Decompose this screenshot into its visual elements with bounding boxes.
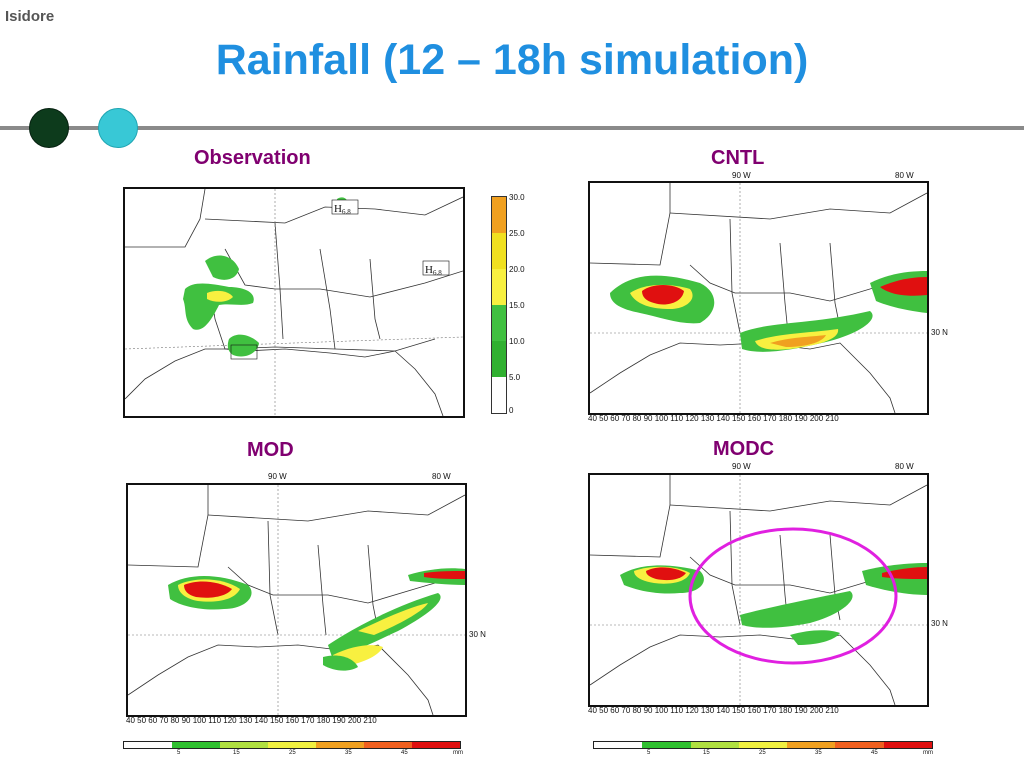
cyan-circle-decoration xyxy=(98,108,138,148)
modc-label: MODC xyxy=(713,438,775,460)
colorbar-unit: mm xyxy=(453,750,463,756)
colorbar-segment xyxy=(412,742,460,748)
observation-label: Observation xyxy=(194,147,311,169)
lon-label: 80 W xyxy=(895,462,914,471)
colorbar-segment xyxy=(492,377,506,413)
colorbar-segment xyxy=(883,742,932,748)
x-tick-labels: 40 50 60 70 80 90 100 110 120 130 140 15… xyxy=(126,716,377,725)
slide-title: Rainfall (12 – 18h simulation) xyxy=(215,36,809,84)
lat-label: 30 N xyxy=(469,630,486,639)
colorbar-segment xyxy=(738,742,788,748)
colorbar-segment xyxy=(835,742,884,748)
lat-label: 30 N xyxy=(931,328,948,337)
colorbar-tick: 45 xyxy=(401,750,408,756)
modc-colorbar xyxy=(593,741,933,749)
colorbar-segment xyxy=(364,742,412,748)
colorbar-segment xyxy=(492,269,506,305)
colorbar-tick: 45 xyxy=(871,750,878,756)
colorbar-segment xyxy=(316,742,364,748)
mod-map xyxy=(126,483,467,717)
colorbar-tick: 5 xyxy=(177,750,181,756)
lon-label: 90 W xyxy=(268,472,287,481)
dark-circle-decoration xyxy=(29,108,69,148)
colorbar-segment xyxy=(787,742,836,748)
colorbar-unit: mm xyxy=(923,750,933,756)
colorbar-segment xyxy=(594,742,643,748)
high-marker-value: 6.8 xyxy=(342,208,351,216)
colorbar-tick: 15 xyxy=(703,750,710,756)
colorbar-tick: 35 xyxy=(345,750,352,756)
high-marker: H xyxy=(334,203,342,215)
lat-label: 30 N xyxy=(931,619,948,628)
colorbar-segment xyxy=(492,305,506,341)
colorbar-tick: 30.0 xyxy=(509,193,525,202)
cntl-label: CNTL xyxy=(711,147,765,169)
high-marker: H xyxy=(425,264,433,276)
divider-line xyxy=(0,126,1024,130)
colorbar-tick: 25 xyxy=(289,750,296,756)
lon-label: 80 W xyxy=(432,472,451,481)
observation-colorbar xyxy=(491,196,507,414)
colorbar-tick: 25.0 xyxy=(509,229,525,238)
colorbar-tick: 5 xyxy=(647,750,651,756)
colorbar-tick: 20.0 xyxy=(509,265,525,274)
x-tick-labels: 40 50 60 70 80 90 100 110 120 130 140 15… xyxy=(588,706,839,715)
mod-label: MOD xyxy=(247,439,294,461)
high-marker-value: 6.8 xyxy=(433,269,442,277)
colorbar-tick: 15 xyxy=(233,750,240,756)
observation-map: H 6.8 H 6.8 xyxy=(123,187,465,418)
colorbar-tick: 5.0 xyxy=(509,373,521,382)
colorbar-segment xyxy=(492,197,506,233)
lon-label: 90 W xyxy=(732,171,751,180)
colorbar-segment xyxy=(642,742,691,748)
colorbar-segment xyxy=(124,742,172,748)
colorbar-tick: 0 xyxy=(509,406,514,415)
colorbar-segment xyxy=(172,742,220,748)
cntl-map xyxy=(588,181,929,415)
colorbar-segment xyxy=(492,341,506,377)
modc-map xyxy=(588,473,929,707)
colorbar-segment xyxy=(220,742,268,748)
colorbar-tick: 35 xyxy=(815,750,822,756)
lon-label: 90 W xyxy=(732,462,751,471)
colorbar-segment xyxy=(492,233,506,269)
mod-colorbar xyxy=(123,741,461,749)
lon-label: 80 W xyxy=(895,171,914,180)
colorbar-tick: 10.0 xyxy=(509,337,525,346)
colorbar-segment xyxy=(268,742,316,748)
highlight-circle xyxy=(688,527,898,665)
colorbar-tick: 25 xyxy=(759,750,766,756)
colorbar-segment xyxy=(690,742,739,748)
x-tick-labels: 40 50 60 70 80 90 100 110 120 130 140 15… xyxy=(588,414,839,423)
slide-tag: Isidore xyxy=(5,8,55,25)
colorbar-tick: 15.0 xyxy=(509,301,525,310)
